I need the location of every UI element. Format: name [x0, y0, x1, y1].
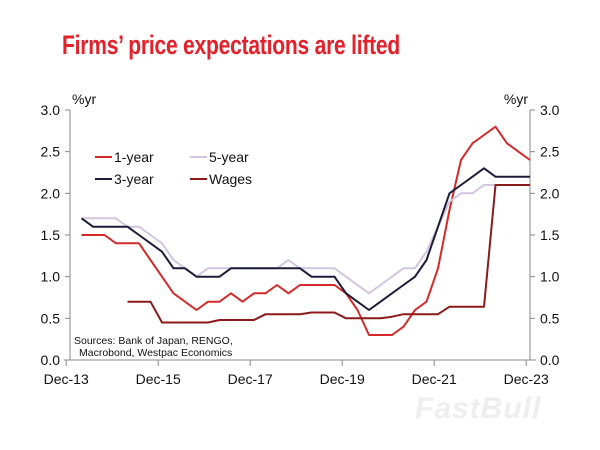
y-tick-label-left: 0.5	[41, 310, 61, 326]
y-tick-label-right: 1.5	[540, 227, 560, 243]
y-tick-label-left: 2.5	[41, 144, 61, 160]
x-tick-label: Dec-13	[44, 371, 89, 387]
legend-label: 3-year	[114, 171, 154, 187]
watermark: FastBull	[415, 392, 542, 425]
y-tick-label-right: 2.0	[540, 185, 560, 201]
y-tick-label-left: 3.0	[41, 102, 61, 118]
y-tick-label-left: 1.5	[41, 227, 61, 243]
y-tick-label-right: 0.0	[540, 352, 560, 368]
x-tick-label: Dec-23	[504, 371, 549, 387]
y-tick-label-left: 2.0	[41, 185, 61, 201]
legend-label: 1-year	[114, 149, 154, 165]
y-axis-label-left: %yr	[72, 91, 96, 107]
y-axis-label-right: %yr	[504, 91, 528, 107]
x-tick-label: Dec-19	[320, 371, 365, 387]
x-tick-label: Dec-21	[412, 371, 457, 387]
x-tick-label: Dec-17	[228, 371, 273, 387]
y-tick-label-left: 0.0	[41, 352, 61, 368]
legend-label: 5-year	[209, 149, 249, 165]
y-tick-label-right: 0.5	[540, 310, 560, 326]
legend-label: Wages	[209, 171, 252, 187]
x-tick-label: Dec-15	[136, 371, 181, 387]
series-line-5-year	[81, 184, 530, 295]
source-note: Sources: Bank of Japan, RENGO,	[74, 335, 233, 347]
chart-title: Firms’ price expectations are lifted	[62, 30, 401, 60]
source-note: Macrobond, Westpac Economics	[79, 347, 232, 359]
series-line-1-year	[81, 125, 531, 336]
y-tick-label-right: 2.5	[540, 144, 560, 160]
series-line-wages	[127, 184, 530, 324]
y-tick-label-left: 1.0	[41, 269, 61, 285]
y-tick-label-right: 1.0	[540, 269, 560, 285]
y-tick-label-right: 3.0	[540, 102, 560, 118]
series-line-3-year	[80, 167, 530, 311]
